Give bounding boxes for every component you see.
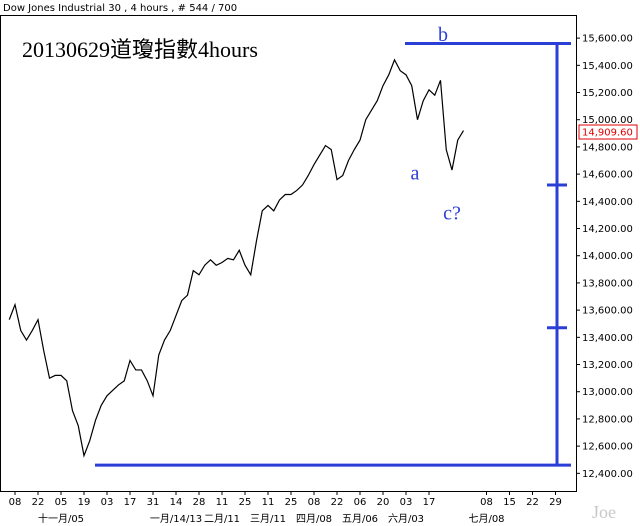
x-tick-label: 06 [354, 497, 367, 508]
x-tick-label: 29 [549, 497, 562, 508]
header: Dow Jones Industrial 30 , 4 hours , # 54… [3, 3, 237, 14]
wave-label: a [411, 163, 420, 185]
x-tick-label: 03 [101, 497, 114, 508]
x-tick-label: 08 [308, 497, 321, 508]
x-tick-label: 08 [9, 497, 22, 508]
x-tick-label-secondary: 六月/03 [388, 513, 424, 525]
wave-label: c? [443, 203, 461, 225]
x-tick-label: 19 [78, 497, 91, 508]
price-line [8, 58, 465, 458]
y-tick-label: 13,600.00 [582, 306, 633, 317]
x-tick-label: 11 [262, 497, 275, 508]
y-tick-label: 15,200.00 [582, 88, 633, 99]
x-tick-label-secondary: 十一月/05 [38, 512, 84, 525]
x-tick-label: 14 [170, 497, 183, 508]
x-tick-label: 22 [526, 497, 539, 508]
y-tick-label: 15,000.00 [582, 115, 633, 126]
x-tick-label: 11 [216, 497, 229, 508]
y-tick-label: 14,000.00 [582, 251, 633, 262]
wave-label: b [438, 24, 448, 46]
x-tick-label: 25 [239, 497, 252, 508]
x-tick-label: 05 [55, 497, 68, 508]
x-tick-label: 25 [285, 497, 298, 508]
chart-title: 20130629道瓊指數4hours [22, 37, 258, 62]
y-tick-label: 14,400.00 [582, 197, 633, 208]
x-tick-label: 15 [503, 497, 516, 508]
x-tick-label: 20 [377, 497, 390, 508]
y-tick-label: 13,800.00 [582, 278, 633, 289]
y-tick-label: 13,200.00 [582, 360, 633, 371]
x-tick-label: 22 [331, 497, 344, 508]
watermark: Joe [592, 502, 616, 522]
x-tick-label: 31 [147, 497, 160, 508]
x-tick-label-secondary: 三月/11 [250, 513, 286, 525]
x-tick-label: 17 [423, 497, 436, 508]
x-tick-label: 22 [32, 497, 45, 508]
x-tick-label: 17 [124, 497, 137, 508]
y-tick-label: 14,800.00 [582, 142, 633, 153]
y-tick-label: 14,600.00 [582, 170, 633, 181]
last-price-box [578, 124, 638, 140]
y-tick-label: 12,600.00 [582, 442, 633, 453]
y-tick-label: 12,800.00 [582, 414, 633, 425]
x-tick-label-secondary: 二月/11 [204, 513, 240, 525]
y-tick-label: 14,200.00 [582, 224, 633, 235]
y-tick-label: 15,400.00 [582, 61, 633, 72]
x-tick-label-secondary: 七月/08 [468, 513, 504, 525]
x-tick-label: 08 [480, 497, 493, 508]
y-tick-label: 13,400.00 [582, 333, 633, 344]
x-tick-label-secondary: 一月/14/13 [150, 513, 202, 525]
x-tick-label: 28 [193, 497, 206, 508]
y-tick-label: 13,000.00 [582, 387, 633, 398]
plot-frame [0, 15, 577, 492]
last-price-label: 14,909.60 [582, 128, 633, 139]
x-tick-label: 03 [400, 497, 413, 508]
x-tick-label-secondary: 四月/08 [296, 513, 332, 525]
x-tick-label-secondary: 五月/06 [342, 513, 378, 525]
y-tick-label: 12,400.00 [582, 469, 633, 480]
y-tick-label: 15,600.00 [582, 34, 633, 45]
